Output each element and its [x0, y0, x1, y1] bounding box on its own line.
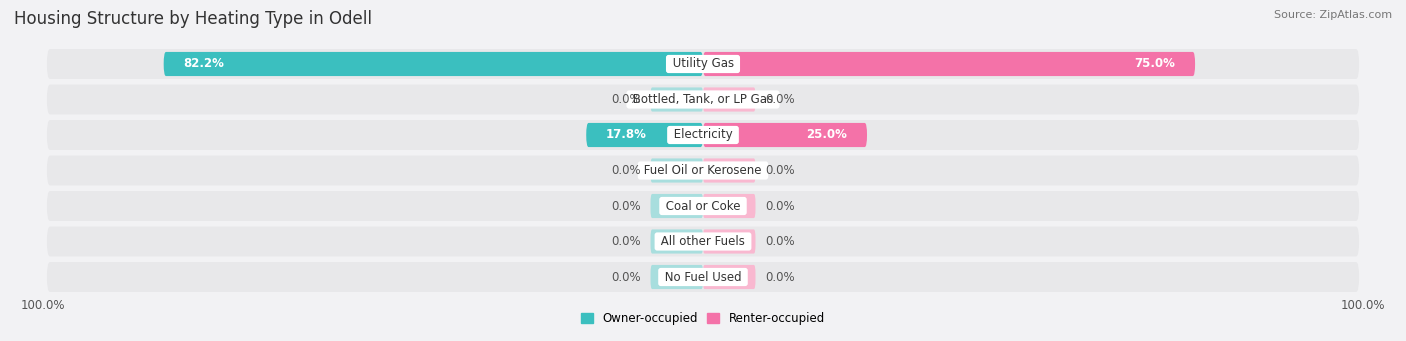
Text: 0.0%: 0.0% [612, 93, 641, 106]
FancyBboxPatch shape [703, 229, 755, 254]
Text: Bottled, Tank, or LP Gas: Bottled, Tank, or LP Gas [628, 93, 778, 106]
Text: 25.0%: 25.0% [807, 129, 848, 142]
FancyBboxPatch shape [46, 120, 1360, 150]
Text: 0.0%: 0.0% [612, 270, 641, 283]
FancyBboxPatch shape [651, 87, 703, 112]
FancyBboxPatch shape [703, 123, 868, 147]
Text: Coal or Coke: Coal or Coke [662, 199, 744, 212]
Text: 0.0%: 0.0% [612, 164, 641, 177]
FancyBboxPatch shape [651, 159, 703, 182]
Text: Fuel Oil or Kerosene: Fuel Oil or Kerosene [640, 164, 766, 177]
FancyBboxPatch shape [46, 191, 1360, 221]
Text: 17.8%: 17.8% [606, 129, 647, 142]
Text: 0.0%: 0.0% [612, 235, 641, 248]
FancyBboxPatch shape [651, 265, 703, 289]
FancyBboxPatch shape [703, 194, 755, 218]
Text: 0.0%: 0.0% [765, 93, 794, 106]
Text: Housing Structure by Heating Type in Odell: Housing Structure by Heating Type in Ode… [14, 10, 373, 28]
Text: 100.0%: 100.0% [21, 299, 65, 312]
Text: 0.0%: 0.0% [612, 199, 641, 212]
Text: Utility Gas: Utility Gas [669, 58, 737, 71]
Text: No Fuel Used: No Fuel Used [661, 270, 745, 283]
Text: All other Fuels: All other Fuels [657, 235, 749, 248]
FancyBboxPatch shape [651, 229, 703, 254]
Text: 82.2%: 82.2% [183, 58, 224, 71]
Text: Source: ZipAtlas.com: Source: ZipAtlas.com [1274, 10, 1392, 20]
FancyBboxPatch shape [46, 155, 1360, 186]
FancyBboxPatch shape [163, 52, 703, 76]
Text: 0.0%: 0.0% [765, 235, 794, 248]
FancyBboxPatch shape [46, 49, 1360, 79]
Text: 0.0%: 0.0% [765, 164, 794, 177]
Legend: Owner-occupied, Renter-occupied: Owner-occupied, Renter-occupied [581, 312, 825, 325]
FancyBboxPatch shape [651, 194, 703, 218]
Text: 100.0%: 100.0% [1341, 299, 1385, 312]
FancyBboxPatch shape [586, 123, 703, 147]
FancyBboxPatch shape [703, 265, 755, 289]
Text: 0.0%: 0.0% [765, 199, 794, 212]
Text: Electricity: Electricity [669, 129, 737, 142]
FancyBboxPatch shape [703, 159, 755, 182]
FancyBboxPatch shape [46, 226, 1360, 256]
FancyBboxPatch shape [703, 52, 1195, 76]
Text: 75.0%: 75.0% [1135, 58, 1175, 71]
FancyBboxPatch shape [46, 262, 1360, 292]
Text: 0.0%: 0.0% [765, 270, 794, 283]
FancyBboxPatch shape [703, 87, 755, 112]
FancyBboxPatch shape [46, 85, 1360, 115]
